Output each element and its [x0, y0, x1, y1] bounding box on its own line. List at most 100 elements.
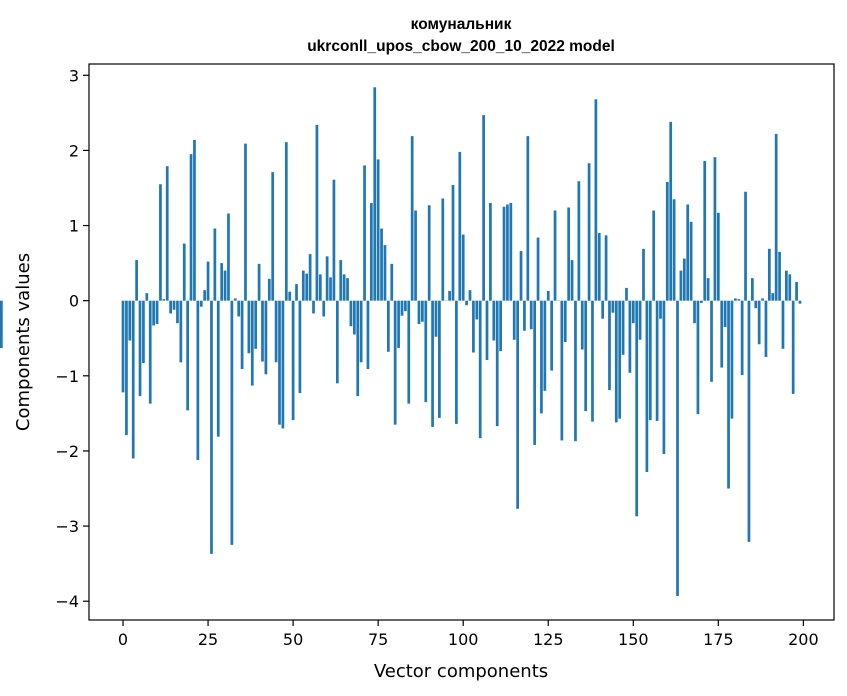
bar [458, 151, 462, 301]
bar [482, 115, 485, 301]
bar [716, 212, 720, 301]
bar [390, 263, 394, 301]
bar [635, 300, 639, 517]
bar [0, 300, 3, 349]
bar [774, 133, 778, 301]
bar [672, 199, 676, 301]
bar [461, 234, 465, 301]
bar [519, 251, 523, 301]
bar [159, 184, 162, 301]
bar [570, 260, 574, 301]
bar [638, 300, 642, 340]
bar [764, 300, 768, 358]
bar [754, 300, 758, 309]
chart-title-line2: ukrconll_upos_cbow_200_10_2022 model [307, 38, 615, 55]
y-axis-label: Components values [13, 253, 34, 431]
bar [614, 300, 618, 423]
bar [611, 300, 615, 313]
bar [798, 300, 802, 304]
bar [553, 210, 557, 301]
bars-group [0, 87, 802, 596]
bar [662, 300, 666, 454]
bar [785, 270, 788, 301]
bar [713, 157, 717, 301]
bar [761, 298, 764, 301]
bar [451, 184, 455, 301]
bar [747, 300, 751, 542]
y-tick-label: 3 [69, 66, 79, 85]
bar [495, 300, 499, 427]
bar [383, 245, 387, 301]
bar [199, 300, 203, 307]
x-tick-label: 175 [703, 630, 734, 649]
bar [618, 300, 622, 419]
bar [250, 300, 254, 386]
bar [431, 300, 434, 427]
bar [645, 300, 649, 472]
chart-title-line1: комунальник [411, 16, 512, 33]
bar [768, 248, 771, 301]
bar [210, 300, 213, 554]
bar [679, 270, 683, 301]
bar [478, 300, 482, 439]
bar [485, 300, 489, 361]
bar [689, 221, 693, 301]
x-tick-label: 75 [368, 630, 388, 649]
bar [608, 300, 611, 391]
bar [597, 233, 601, 301]
bar [563, 300, 567, 342]
x-tick-label: 50 [283, 630, 303, 649]
bar [472, 300, 475, 353]
bar [475, 300, 479, 320]
bar [213, 228, 217, 301]
bar [227, 213, 230, 301]
bar [206, 261, 210, 301]
bar [778, 251, 781, 301]
bar [182, 243, 186, 301]
bar [529, 300, 533, 330]
bar [176, 300, 179, 324]
bar [744, 191, 747, 301]
y-tick-label: 0 [69, 292, 79, 311]
bar [125, 300, 128, 436]
bar [676, 300, 679, 596]
y-tick-label: −3 [55, 517, 79, 536]
bar [387, 300, 390, 352]
bar [274, 300, 278, 363]
bar [380, 228, 383, 301]
bar [550, 300, 554, 371]
bar [733, 298, 737, 301]
bar [363, 165, 366, 301]
y-tick-label: −2 [55, 442, 79, 461]
bar [723, 300, 727, 327]
bar [288, 291, 292, 301]
bar [271, 172, 275, 301]
bar [703, 160, 707, 301]
bar [281, 300, 285, 429]
bar [455, 300, 458, 424]
bar [237, 300, 241, 317]
bar [730, 300, 734, 419]
bar [315, 124, 319, 301]
bar [346, 278, 349, 301]
bar [312, 300, 315, 314]
x-tick-label: 200 [788, 630, 819, 649]
bar [591, 300, 594, 422]
bar [492, 300, 496, 341]
bar [230, 300, 234, 545]
bar [737, 299, 741, 301]
bar [427, 205, 431, 301]
bar [499, 300, 502, 352]
bar [410, 136, 414, 301]
y-tick-label: 1 [69, 217, 79, 236]
bar [502, 206, 506, 301]
bar [325, 256, 329, 301]
bar [577, 181, 581, 301]
bar [720, 300, 724, 368]
bar [329, 277, 332, 301]
bar [186, 300, 190, 411]
bar [441, 198, 445, 301]
bar [216, 300, 220, 437]
bar [621, 300, 625, 355]
